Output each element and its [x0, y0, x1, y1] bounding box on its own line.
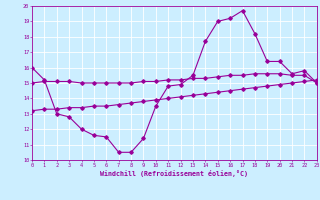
X-axis label: Windchill (Refroidissement éolien,°C): Windchill (Refroidissement éolien,°C): [100, 170, 248, 177]
